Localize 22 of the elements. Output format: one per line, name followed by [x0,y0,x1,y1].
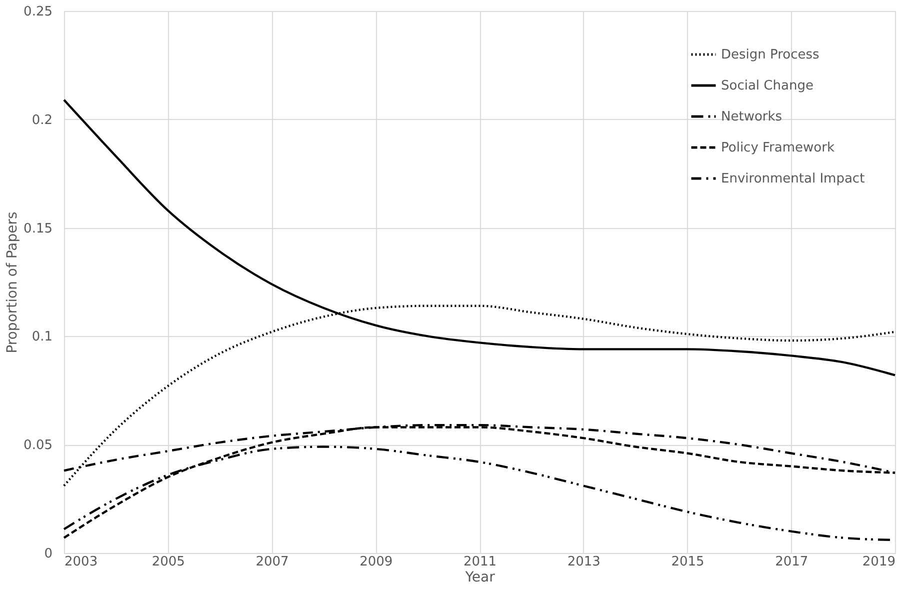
x-tick-label: 2015 [671,554,704,570]
legend-label: Design Process [721,48,820,62]
x-tick-label: 2013 [567,554,600,570]
x-tick-label: 2009 [360,554,393,570]
x-tick-label: 2005 [152,554,185,570]
x-tick-label: 2007 [256,554,289,570]
x-axis-title: Year [464,570,496,586]
y-tick-label: 0.25 [24,4,52,20]
y-tick-label: 0.05 [24,438,52,454]
y-axis-title: Proportion of Papers [4,212,21,354]
legend-label: Social Change [721,78,814,94]
legend-label: Environmental Impact [721,172,865,186]
x-tick-label: 2017 [775,554,808,570]
x-tick-label: 2003 [64,554,98,570]
legend-label: Policy Framework [721,140,835,156]
legend-label: Networks [721,110,782,124]
y-tick-label: 0 [44,546,52,562]
x-tick-label: 2019 [862,554,896,570]
y-tick-label: 0.15 [24,221,52,236]
x-tick-label: 2011 [463,554,497,570]
y-tick-label: 0.1 [32,330,52,345]
y-tick-label: 0.2 [32,112,52,128]
